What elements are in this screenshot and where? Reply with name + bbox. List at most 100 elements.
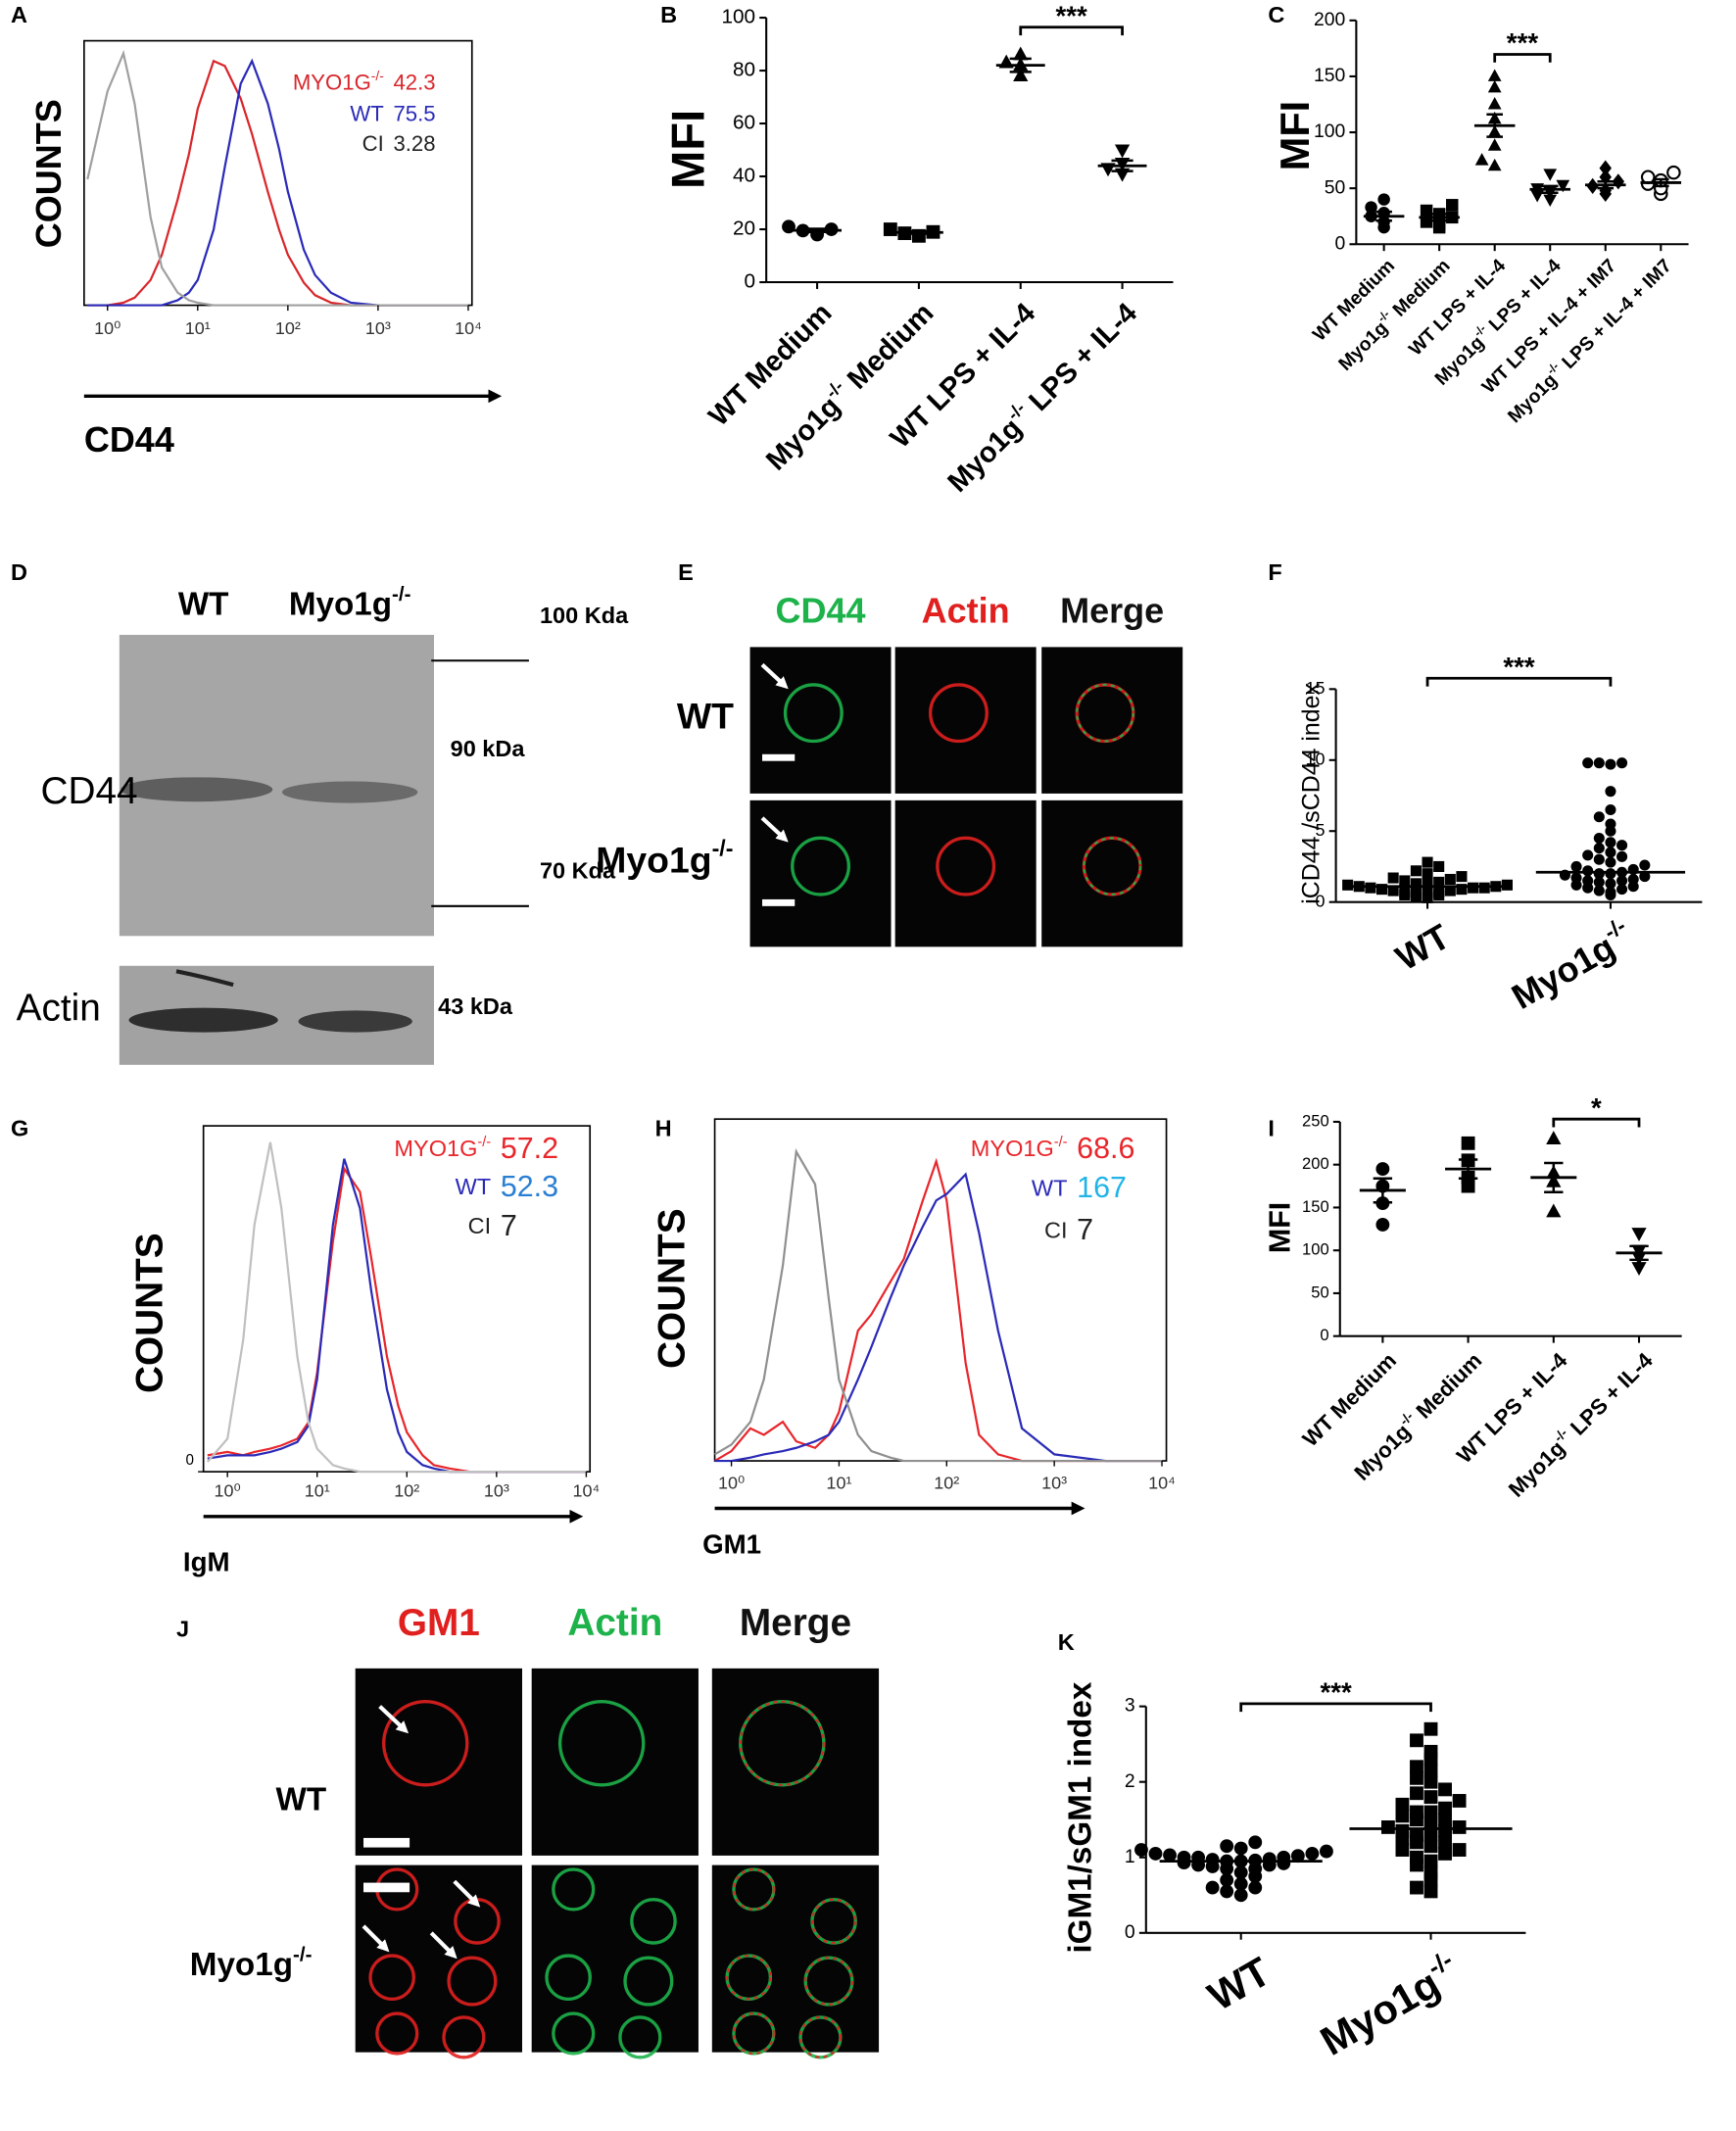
y-tick-label: 1 [1125,1846,1135,1867]
data-point [1233,1865,1248,1880]
superscript: -/- [822,376,847,402]
y-tick-label: 100 [721,6,755,28]
data-point [1233,1841,1248,1856]
y-tick-label: 3 [1125,1695,1135,1717]
superscript: -/- [392,583,411,605]
data-point [1433,860,1445,872]
x-tick-label: WT LPS + IL-4 [1405,255,1510,360]
x-tick-label: 10⁰ [718,1473,745,1492]
y-axis-label: COUNTS [651,1208,693,1369]
micrograph-tile [749,799,892,947]
data-point [1593,843,1605,854]
channel-header: CD44 [776,590,866,630]
data-point [1593,885,1605,896]
histogram-curve [207,1165,587,1474]
x-tick-label: 10³ [1041,1473,1067,1492]
histogram-curve [87,59,468,307]
legend-name: MYO1G-/- [971,1135,1068,1161]
data-point [1387,885,1399,896]
data-point [1593,876,1605,888]
blot-band [128,1007,278,1033]
row-label: Myo1g-/- [596,836,733,881]
data-point [1616,875,1628,887]
x-axis-label: IgM [183,1547,230,1577]
histogram-curve [87,58,468,307]
cell-stain [798,2015,843,2058]
legend-name: MYO1G-/- [293,69,384,95]
data-point [1582,849,1594,861]
data-point [1605,818,1616,830]
x-tick-label: 10⁴ [455,318,482,338]
superscript: -/- [712,836,734,861]
data-point [1570,860,1582,872]
micrograph-tile [711,1668,880,1856]
row-label: Myo1g-/- [190,1943,313,1983]
data-point [1456,871,1468,883]
panel-letter: B [660,2,677,27]
micrograph-tile [894,799,1037,947]
data-point [1605,887,1616,898]
legend-name: MYO1G-/- [394,1135,491,1161]
y-axis-label: MFI [1272,101,1318,170]
data-point [1487,79,1502,93]
blot-band [298,1010,412,1033]
data-point [1546,1131,1562,1144]
legend-name: WT [456,1174,492,1199]
data-point [1599,160,1612,176]
scale-bar [762,898,796,906]
panel-letter: F [1268,559,1281,585]
histogram-curve [714,1157,1162,1463]
size-marker: 43 kDa [438,993,513,1019]
data-point [1013,46,1029,61]
data-point [1375,1218,1390,1232]
cell-stain [739,1700,825,1786]
data-point [1433,876,1445,888]
data-point [1410,1733,1423,1748]
x-axis-label: GM1 [702,1529,761,1560]
y-tick-label: 20 [733,218,755,240]
scale-bar [363,1837,410,1848]
y-tick-label: 250 [1302,1111,1329,1130]
x-tick-label: 10² [934,1473,959,1492]
size-marker: 70 Kda [540,857,616,883]
data-point [1627,873,1639,886]
x-tick-label: Myo1g-/- LPS + IL-4 [940,295,1143,499]
histogram-curve [714,1147,1162,1463]
panel-letter: G [11,1115,28,1140]
data-point [1013,68,1029,81]
y-tick-label: 100 [1302,1240,1329,1259]
blot-band [281,781,418,803]
y-tick-label: 100 [1314,121,1346,142]
y-axis-label: MFI [1263,1202,1296,1253]
data-point [1438,1782,1452,1797]
data-point [1423,1774,1438,1789]
x-tick-label: Myo1g-/- LPS + IL-4 [1503,1346,1659,1502]
y-tick-label: 0 [1320,1326,1328,1344]
data-point [1438,1846,1452,1861]
data-point [1233,1876,1248,1891]
y-tick-label: 0 [1335,232,1346,254]
data-point [1377,193,1390,206]
cell-stain [804,1957,853,2006]
data-point [1444,873,1456,886]
y-tick-label: 150 [1302,1197,1329,1216]
y-tick-label: 60 [733,112,755,134]
data-point [1452,1819,1467,1834]
data-point [1593,832,1605,845]
x-tick-label: 10¹ [185,318,211,338]
x-tick-label: 10⁴ [1148,1473,1176,1492]
size-marker: 100 Kda [540,603,629,628]
x-tick-label: 10¹ [826,1473,851,1492]
legend-name: CI [468,1213,492,1238]
cell-stain [726,1954,772,2001]
legend-name: WT [1032,1175,1068,1200]
data-point [1452,1843,1467,1857]
x-tick-label: 10² [394,1481,419,1501]
blot-smear [175,969,234,988]
micrograph-tile [749,647,892,794]
x-tick-label: Myo1g-/- Medium [758,295,940,477]
data-point [1438,1835,1452,1850]
cell-stain [630,1898,677,1945]
data-point [1399,875,1411,887]
